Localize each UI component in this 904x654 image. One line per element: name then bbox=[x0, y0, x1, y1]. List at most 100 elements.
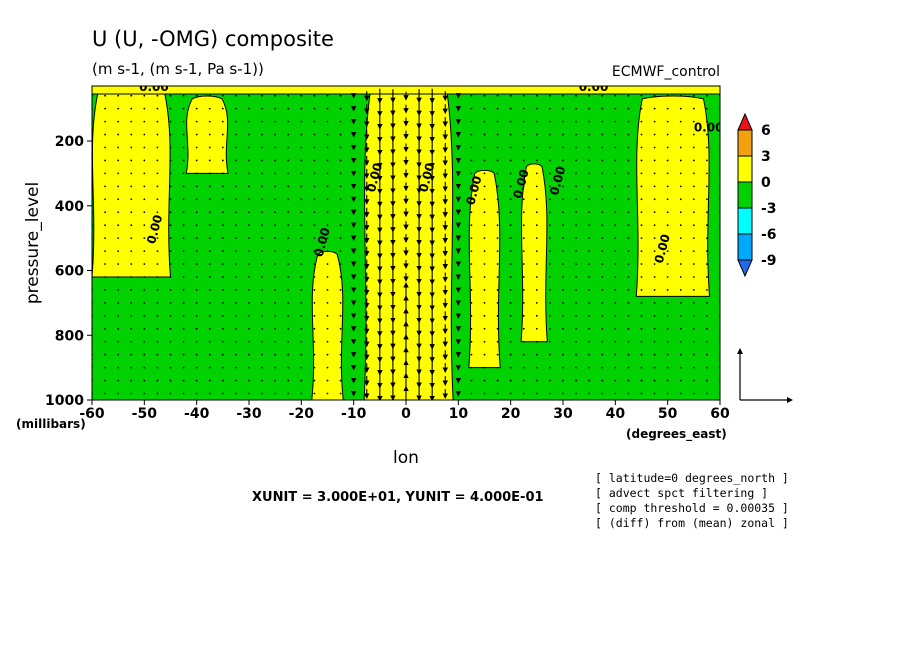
wind-vector-dot bbox=[692, 276, 695, 278]
wind-vector-dot bbox=[666, 327, 669, 330]
wind-vector-dot bbox=[535, 250, 538, 252]
wind-vector-dot bbox=[653, 340, 656, 343]
wind-vector-dot bbox=[601, 120, 604, 123]
wind-vector-dot bbox=[104, 392, 106, 395]
wind-vector-dot bbox=[169, 263, 172, 265]
wind-vector-dot bbox=[614, 159, 617, 162]
wind-vector-dot bbox=[143, 366, 146, 369]
wind-vector-dot bbox=[300, 237, 303, 240]
wind-vector-dot bbox=[614, 120, 617, 123]
wind-vector-dot bbox=[235, 263, 237, 265]
wind-vector-dot bbox=[326, 172, 329, 175]
wind-vector-dot bbox=[483, 301, 486, 304]
wind-vector-dot bbox=[562, 301, 564, 304]
wind-vector-dot bbox=[549, 379, 551, 382]
wind-vector-dot bbox=[339, 172, 342, 175]
wind-vector-dot bbox=[221, 172, 224, 175]
wind-vector-dot bbox=[692, 353, 695, 356]
wind-vector-dot bbox=[575, 120, 577, 123]
wind-vector-dot bbox=[221, 146, 224, 149]
wind-vector-dot bbox=[104, 327, 106, 330]
y-axis-label: pressure_level bbox=[23, 182, 43, 304]
y-tick-label: 1000 bbox=[45, 393, 84, 409]
wind-vector-dot bbox=[706, 185, 708, 188]
wind-vector-dot bbox=[117, 211, 120, 214]
wind-vector-dot bbox=[104, 146, 106, 149]
wind-vector-dot bbox=[287, 133, 290, 136]
wind-vector-dot bbox=[221, 340, 224, 343]
wind-vector-dot bbox=[575, 198, 577, 201]
wind-vector-dot bbox=[653, 211, 656, 214]
wind-vector-dot bbox=[640, 250, 643, 252]
wind-vector-dot bbox=[470, 185, 473, 188]
wind-vector-dot bbox=[706, 289, 708, 291]
wind-vector-dot bbox=[104, 301, 106, 304]
wind-vector-dot bbox=[483, 185, 486, 188]
wind-vector-dot bbox=[535, 224, 538, 227]
wind-vector-dot bbox=[692, 211, 695, 214]
wind-vector-dot bbox=[470, 276, 473, 278]
wind-vector-dot bbox=[287, 379, 290, 382]
u-positive-region bbox=[92, 89, 172, 278]
wind-vector-dot bbox=[248, 250, 250, 252]
wind-vector-dot bbox=[627, 107, 630, 110]
wind-vector-dot bbox=[235, 379, 237, 382]
wind-vector-dot bbox=[130, 224, 133, 227]
wind-vector-dot bbox=[339, 327, 342, 330]
wind-vector-dot bbox=[156, 133, 159, 136]
wind-vector-dot bbox=[679, 314, 682, 317]
wind-vector-dot bbox=[130, 185, 133, 188]
wind-vector-dot bbox=[614, 366, 617, 369]
wind-vector-dot bbox=[274, 340, 277, 343]
wind-vector-dot bbox=[117, 289, 120, 291]
wind-vector-dot bbox=[117, 379, 120, 382]
wind-vector-dot bbox=[562, 224, 564, 227]
wind-vector-dot bbox=[104, 107, 106, 110]
wind-vector-dot bbox=[156, 211, 159, 214]
wind-vector-dot bbox=[601, 379, 604, 382]
wind-vector-dot bbox=[339, 224, 342, 227]
colorbar-triangle-top bbox=[737, 112, 753, 131]
wind-vector-dot bbox=[156, 276, 159, 278]
wind-vector-dot bbox=[248, 263, 250, 265]
wind-vector-dot bbox=[339, 289, 342, 291]
wind-vector-dot bbox=[182, 159, 185, 162]
wind-vector-dot bbox=[104, 198, 106, 201]
wind-vector-dot bbox=[653, 120, 656, 123]
wind-vector-dot bbox=[195, 327, 198, 330]
wind-vector-dot bbox=[470, 224, 473, 227]
wind-vector-dot bbox=[575, 301, 577, 304]
wind-vector-dot bbox=[706, 159, 708, 162]
wind-vector-dot bbox=[614, 237, 617, 240]
wind-vector-dot bbox=[588, 185, 591, 188]
wind-vector-dot bbox=[640, 185, 643, 188]
wind-vector-dot bbox=[143, 353, 146, 356]
wind-vector-dot bbox=[156, 263, 159, 265]
wind-vector-dot bbox=[562, 340, 564, 343]
wind-vector-dot bbox=[640, 379, 643, 382]
wind-vector-dot bbox=[653, 379, 656, 382]
wind-vector-dot bbox=[679, 237, 682, 240]
wind-vector-dot bbox=[248, 94, 250, 97]
wind-vector-dot bbox=[300, 340, 303, 343]
x-tick-label: -10 bbox=[341, 406, 367, 422]
wind-vector-dot bbox=[575, 133, 577, 136]
wind-vector-dot bbox=[313, 94, 316, 97]
wind-vector-dot bbox=[339, 133, 342, 136]
wind-vector-dot bbox=[666, 366, 669, 369]
wind-vector-dot bbox=[640, 172, 643, 175]
wind-vector-dot bbox=[666, 146, 669, 149]
vector-unit-caption: XUNIT = 3.000E+01, YUNIT = 4.000E-01 bbox=[252, 490, 544, 505]
wind-vector-dot bbox=[143, 159, 146, 162]
wind-vector-dot bbox=[287, 392, 290, 395]
wind-vector-dot bbox=[313, 392, 316, 395]
wind-vector-dot bbox=[549, 276, 551, 278]
wind-vector-dot bbox=[509, 172, 512, 175]
wind-vector-dot bbox=[195, 353, 198, 356]
wind-vector-dot bbox=[326, 301, 329, 304]
wind-vector-dot bbox=[640, 263, 643, 265]
wind-vector-dot bbox=[575, 366, 577, 369]
colorbar: 6 3 0 -3 -6 -9 bbox=[737, 112, 777, 278]
wind-vector-dot bbox=[117, 107, 120, 110]
